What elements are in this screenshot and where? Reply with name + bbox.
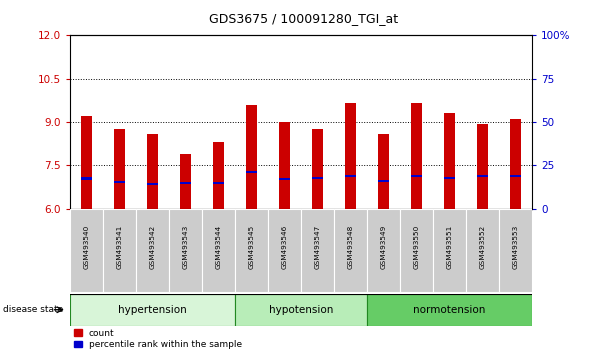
Bar bbox=[246, 171, 257, 173]
Bar bbox=[477, 124, 488, 209]
Bar bbox=[312, 129, 323, 209]
Bar bbox=[444, 177, 455, 179]
Bar bbox=[334, 209, 367, 292]
Text: disease state: disease state bbox=[3, 305, 63, 314]
Bar bbox=[400, 209, 433, 292]
Bar bbox=[301, 209, 334, 292]
Text: GSM493550: GSM493550 bbox=[413, 225, 420, 269]
Bar bbox=[213, 142, 224, 209]
Text: GSM493543: GSM493543 bbox=[182, 225, 188, 269]
Bar bbox=[499, 209, 532, 292]
Bar bbox=[81, 116, 92, 209]
Text: GSM493545: GSM493545 bbox=[249, 225, 255, 269]
Text: GSM493552: GSM493552 bbox=[480, 225, 486, 269]
Bar bbox=[179, 182, 191, 184]
Bar bbox=[378, 179, 389, 182]
Text: GSM493544: GSM493544 bbox=[215, 225, 221, 269]
Bar bbox=[433, 209, 466, 292]
Bar bbox=[268, 209, 301, 292]
Bar bbox=[235, 209, 268, 292]
Bar bbox=[114, 181, 125, 183]
Bar bbox=[312, 177, 323, 179]
Bar bbox=[278, 122, 290, 209]
Text: GDS3675 / 100091280_TGI_at: GDS3675 / 100091280_TGI_at bbox=[209, 12, 399, 25]
Text: GSM493548: GSM493548 bbox=[347, 225, 353, 269]
Bar bbox=[136, 209, 169, 292]
Text: GSM493540: GSM493540 bbox=[83, 225, 89, 269]
Text: hypertension: hypertension bbox=[118, 305, 187, 315]
Bar bbox=[235, 294, 367, 326]
Bar bbox=[367, 294, 532, 326]
Text: GSM493551: GSM493551 bbox=[446, 225, 452, 269]
Bar bbox=[410, 103, 422, 209]
Bar bbox=[345, 176, 356, 177]
Bar bbox=[367, 209, 400, 292]
Text: GSM493547: GSM493547 bbox=[314, 225, 320, 269]
Legend: count, percentile rank within the sample: count, percentile rank within the sample bbox=[74, 329, 242, 349]
Text: GSM493549: GSM493549 bbox=[381, 225, 387, 269]
Text: normotension: normotension bbox=[413, 305, 486, 315]
Bar bbox=[466, 209, 499, 292]
Bar bbox=[114, 129, 125, 209]
Bar bbox=[378, 134, 389, 209]
Text: GSM493546: GSM493546 bbox=[282, 225, 288, 269]
Bar bbox=[147, 183, 158, 185]
Text: GSM493542: GSM493542 bbox=[150, 225, 156, 269]
Bar bbox=[169, 209, 202, 292]
Bar bbox=[70, 294, 235, 326]
Bar bbox=[477, 176, 488, 177]
Bar bbox=[410, 176, 422, 177]
Bar bbox=[179, 154, 191, 209]
Text: GSM493541: GSM493541 bbox=[116, 225, 122, 269]
Bar bbox=[202, 209, 235, 292]
Bar bbox=[510, 119, 521, 209]
Bar bbox=[81, 177, 92, 179]
Text: hypotension: hypotension bbox=[269, 305, 333, 315]
Bar bbox=[278, 178, 290, 181]
Bar bbox=[345, 103, 356, 209]
Text: GSM493553: GSM493553 bbox=[513, 225, 519, 269]
Bar bbox=[147, 134, 158, 209]
Bar bbox=[70, 209, 103, 292]
Bar bbox=[213, 182, 224, 184]
Bar bbox=[103, 209, 136, 292]
Bar bbox=[246, 105, 257, 209]
Bar bbox=[510, 176, 521, 177]
Bar bbox=[444, 113, 455, 209]
